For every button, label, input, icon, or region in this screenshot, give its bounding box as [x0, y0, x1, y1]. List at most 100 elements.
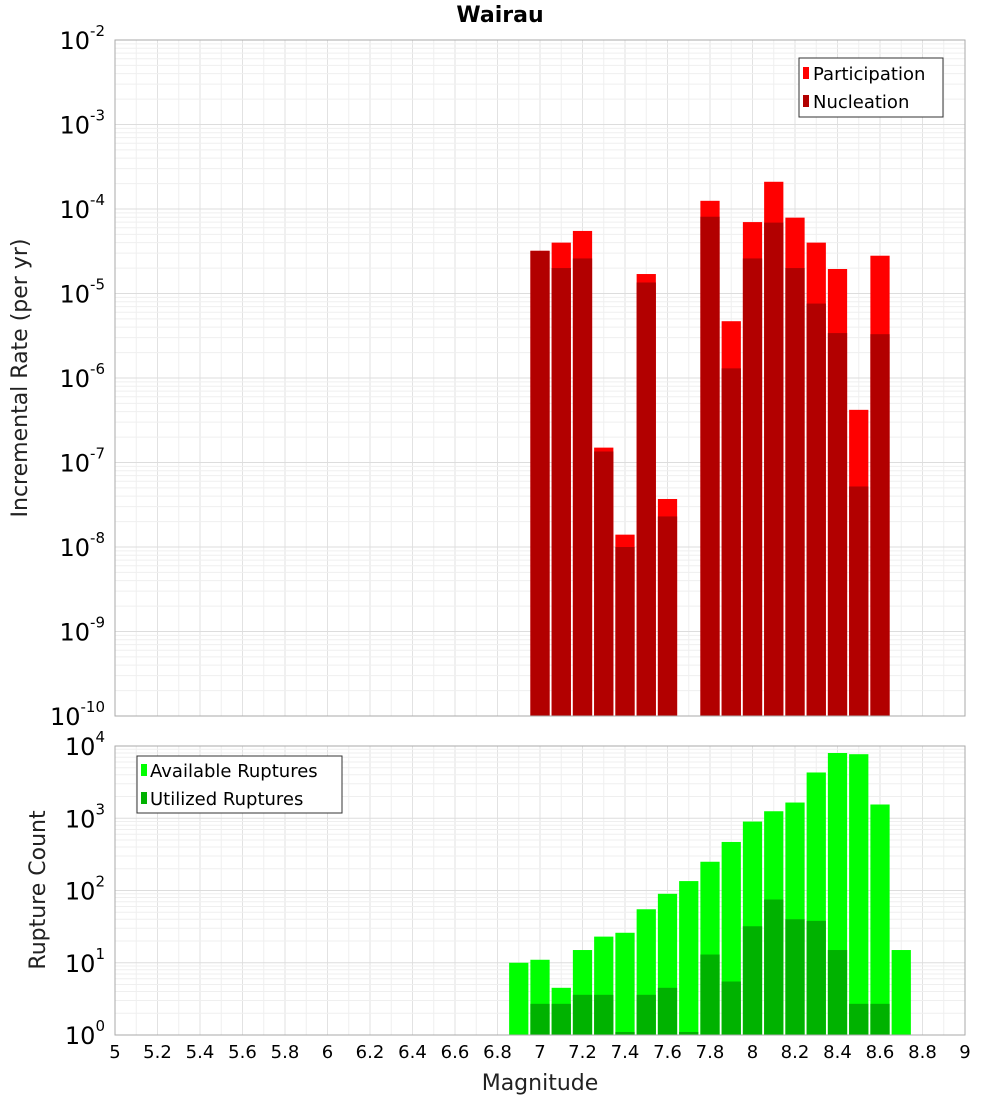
- bottom-bar-utilized-ruptures: [806, 920, 826, 1035]
- x-tick-label: 7.6: [653, 1042, 682, 1063]
- x-tick-label: 7.8: [696, 1042, 725, 1063]
- x-tick-label: 8.6: [866, 1042, 895, 1063]
- top-bar-nucleation: [636, 282, 656, 716]
- top-bar-nucleation: [530, 250, 550, 716]
- top-y-tick-labels: 10-10 10-9 10-8 10-7 10-6 10-5 10-4 10-3 10-2: [50, 22, 105, 731]
- top-y-tick-label: 10-5: [59, 276, 105, 309]
- top-y-tick-label: 10-10: [50, 698, 105, 731]
- top-bar-nucleation: [785, 268, 805, 716]
- x-tick-label: 6.8: [483, 1042, 512, 1063]
- top-bar-nucleation: [849, 486, 869, 716]
- bottom-bar-utilized-ruptures: [742, 926, 763, 1035]
- top-bar-nucleation: [806, 303, 826, 716]
- legend-nucleation-swatch: [803, 95, 809, 107]
- bottom-bar-utilized-ruptures: [700, 954, 720, 1035]
- bottom-bar-utilized-ruptures: [785, 919, 805, 1035]
- top-bar-nucleation: [594, 451, 614, 716]
- x-tick-label: 5.8: [271, 1042, 300, 1063]
- bottom-plot: 100 101 102 103 104 5 5.2 5.4 5.6 5.8 6 6.2 6.4 6.6 6…: [26, 728, 971, 1096]
- top-bar-nucleation: [827, 333, 848, 716]
- x-tick-label: 5: [109, 1042, 120, 1063]
- bottom-bar-utilized-ruptures: [594, 994, 614, 1035]
- x-tick-label: 6: [322, 1042, 333, 1063]
- bottom-y-tick-label: 103: [65, 800, 105, 833]
- x-tick-label: 8.2: [781, 1042, 810, 1063]
- x-tick-label: 5.2: [143, 1042, 172, 1063]
- legend-available-swatch: [141, 764, 147, 776]
- top-bar-nucleation: [657, 516, 678, 716]
- top-bar-nucleation: [721, 368, 741, 716]
- bottom-bar-utilized-ruptures: [572, 994, 593, 1035]
- bottom-bar-available-ruptures: [891, 950, 911, 1035]
- bottom-y-tick-label: 100: [65, 1017, 105, 1050]
- top-y-tick-label: 10-3: [59, 107, 105, 140]
- bottom-bar-available-ruptures: [849, 754, 869, 1035]
- top-plot-border: [114, 39, 966, 717]
- top-bar-nucleation: [870, 334, 890, 716]
- bottom-bar-utilized-ruptures: [530, 1003, 550, 1035]
- x-tick-label: 7.2: [568, 1042, 597, 1063]
- x-tick-label: 8.4: [823, 1042, 852, 1063]
- bottom-bar-utilized-ruptures: [849, 1003, 869, 1035]
- bottom-y-tick-label: 102: [65, 873, 105, 906]
- bottom-plot-border: [114, 745, 966, 1036]
- x-axis-label: Magnitude: [482, 1071, 599, 1096]
- top-bar-nucleation: [551, 268, 571, 716]
- top-legend-box: [798, 57, 944, 118]
- bottom-bars: [509, 753, 911, 1035]
- bottom-bar-utilized-ruptures: [721, 981, 741, 1035]
- bottom-y-tick-label: 104: [65, 728, 105, 761]
- top-y-tick-label: 10-7: [59, 445, 105, 478]
- bottom-y-tick-label: 101: [65, 945, 105, 978]
- bottom-bar-available-ruptures: [870, 804, 890, 1035]
- bottom-y-tick-labels: 100 101 102 103 104: [65, 728, 105, 1050]
- bottom-bar-utilized-ruptures: [827, 950, 848, 1035]
- x-tick-label: 6.2: [356, 1042, 385, 1063]
- x-tick-label: 7: [534, 1042, 545, 1063]
- x-tick-label: 5.6: [228, 1042, 257, 1063]
- bottom-bar-utilized-ruptures: [615, 1032, 635, 1035]
- top-y-tick-label: 10-6: [59, 360, 105, 393]
- legend-nucleation-label: Nucleation: [813, 92, 909, 113]
- top-bars: [530, 181, 890, 717]
- x-tick-label: 6.6: [441, 1042, 470, 1063]
- legend-utilized-label: Utilized Ruptures: [150, 789, 303, 810]
- bottom-bar-utilized-ruptures: [636, 994, 656, 1035]
- x-tick-label: 8.8: [908, 1042, 937, 1063]
- top-y-tick-label: 10-4: [59, 191, 105, 224]
- legend-participation-label: Participation: [813, 64, 925, 85]
- top-bar-nucleation: [742, 258, 763, 716]
- legend-participation-swatch: [803, 67, 809, 79]
- top-bar-nucleation: [764, 222, 784, 716]
- x-tick-label: 7.4: [611, 1042, 640, 1063]
- legend-utilized-swatch: [141, 792, 147, 804]
- bottom-bar-available-ruptures: [679, 881, 699, 1035]
- x-tick-label: 8: [747, 1042, 758, 1063]
- top-bar-nucleation: [572, 258, 593, 716]
- top-y-tick-label: 10-8: [59, 529, 105, 562]
- bottom-bar-available-ruptures: [509, 962, 529, 1035]
- bottom-bar-available-ruptures: [615, 932, 635, 1035]
- top-legend: Participation Nucleation: [798, 57, 944, 118]
- bottom-legend-box: [136, 755, 343, 814]
- x-tick-label: 6.4: [398, 1042, 427, 1063]
- top-y-tick-label: 10-9: [59, 614, 105, 647]
- chart-title: Wairau: [456, 3, 543, 28]
- bottom-bar-utilized-ruptures: [657, 987, 678, 1035]
- bottom-bar-utilized-ruptures: [679, 1032, 699, 1035]
- top-y-tick-label: 10-2: [59, 22, 105, 55]
- bottom-bar-utilized-ruptures: [764, 899, 784, 1035]
- top-bar-nucleation: [700, 216, 720, 716]
- bottom-y-axis-label: Rupture Count: [26, 810, 51, 970]
- top-plot: 10-10 10-9 10-8 10-7 10-6 10-5 10-4 10-3 10-2 Wa…: [8, 3, 966, 731]
- top-y-axis-label: Incremental Rate (per yr): [8, 239, 33, 518]
- legend-available-label: Available Ruptures: [150, 761, 318, 782]
- bottom-legend: Available Ruptures Utilized Ruptures: [136, 755, 343, 814]
- top-bar-nucleation: [615, 547, 635, 716]
- x-tick-labels: 5 5.2 5.4 5.6 5.8 6 6.2 6.4 6.6 6.8 7 7.2 7.4 7.6 7.8 8…: [109, 1042, 970, 1063]
- x-tick-label: 5.4: [186, 1042, 215, 1063]
- x-tick-label: 9: [959, 1042, 970, 1063]
- bottom-bar-utilized-ruptures: [551, 1003, 571, 1035]
- bottom-bar-utilized-ruptures: [870, 1003, 890, 1035]
